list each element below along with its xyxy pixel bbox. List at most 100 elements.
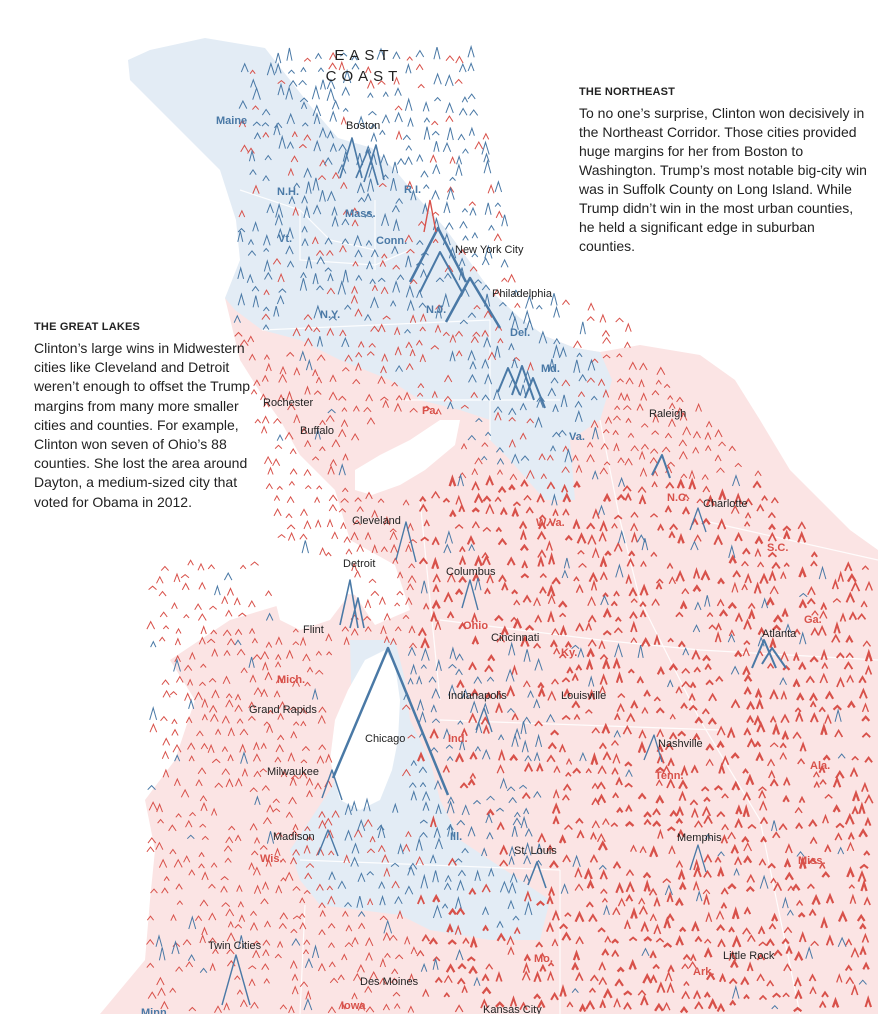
rep-spike — [326, 518, 334, 528]
rep-spike — [259, 768, 268, 773]
rep-spike — [773, 881, 783, 892]
dem-spike — [553, 305, 560, 318]
rep-spike — [586, 879, 595, 889]
dem-spike — [238, 935, 245, 948]
rep-spike — [793, 1006, 803, 1013]
rep-spike — [272, 808, 281, 813]
rep-spike — [598, 531, 607, 542]
rep-spike — [566, 1001, 574, 1008]
rep-spike — [649, 913, 657, 922]
rep-spike — [299, 921, 307, 930]
rep-spike — [587, 688, 596, 701]
rep-spike — [793, 976, 802, 987]
rep-spike — [496, 932, 506, 942]
rep-spike — [260, 688, 268, 698]
rep-spike — [599, 685, 606, 694]
rep-spike — [669, 809, 678, 817]
dem-spike — [420, 664, 427, 669]
dem-spike — [534, 657, 543, 671]
rep-spike — [792, 731, 802, 739]
rep-spike — [798, 598, 808, 609]
rep-spike — [394, 402, 402, 412]
rep-spike — [653, 633, 661, 646]
rep-spike — [655, 707, 665, 714]
rep-spike — [222, 675, 231, 685]
dem-spike — [214, 584, 221, 596]
dem-spike — [482, 906, 489, 915]
dem-spike — [173, 658, 181, 672]
rep-spike — [431, 490, 441, 499]
rep-spike — [367, 897, 374, 906]
rep-spike — [338, 60, 345, 71]
rep-spike — [276, 485, 283, 490]
rep-spike — [656, 981, 666, 993]
rep-spike — [469, 265, 478, 272]
rep-spike — [639, 600, 647, 607]
dem-spike — [338, 143, 347, 152]
rep-spike — [746, 934, 756, 942]
dem-spike — [483, 152, 490, 163]
clinton-margin-spikes — [147, 44, 867, 1011]
rep-spike — [760, 835, 768, 843]
rep-spike — [467, 778, 476, 786]
dem-spike — [636, 534, 646, 543]
rep-spike — [743, 855, 753, 864]
dem-spike — [149, 705, 158, 721]
rep-spike — [277, 712, 284, 720]
rep-spike — [655, 766, 665, 773]
dem-spike — [498, 734, 505, 741]
rep-spike — [252, 866, 261, 876]
rep-spike — [471, 507, 480, 513]
dem-spike — [473, 976, 481, 986]
rep-spike — [327, 922, 336, 929]
rep-spike — [508, 483, 516, 491]
rep-spike — [576, 532, 587, 544]
rep-spike — [499, 859, 509, 867]
rep-spike — [497, 537, 508, 546]
rep-spike — [315, 650, 322, 656]
rep-spike — [206, 638, 216, 644]
rep-spike — [435, 408, 442, 415]
rep-spike — [432, 238, 439, 244]
city-label: Grand Rapids — [249, 704, 317, 716]
rep-spike — [480, 998, 489, 1009]
rep-spike — [160, 1000, 169, 1010]
rep-spike — [586, 453, 595, 463]
rep-spike — [589, 854, 599, 863]
rep-spike — [682, 493, 690, 500]
rep-spike — [691, 807, 699, 818]
rep-spike — [458, 621, 467, 630]
rep-spike — [443, 591, 454, 603]
dem-spike — [293, 182, 301, 188]
rep-spike — [208, 937, 217, 944]
dem-spike — [587, 358, 596, 371]
rep-spike — [864, 756, 873, 763]
rep-spike — [261, 374, 269, 382]
rep-spike — [383, 867, 391, 877]
rep-spike — [704, 938, 712, 944]
rep-spike — [485, 691, 493, 699]
rep-spike — [769, 742, 779, 748]
rep-spike — [820, 601, 828, 610]
rep-spike — [794, 707, 802, 713]
rep-spike — [416, 751, 426, 762]
rep-spike — [345, 924, 353, 932]
dem-spike — [536, 843, 543, 855]
dem-spike — [299, 97, 309, 103]
dem-spike — [488, 224, 495, 231]
rep-spike — [377, 323, 386, 333]
rep-spike — [681, 506, 690, 515]
rep-spike — [328, 391, 338, 401]
rep-spike — [302, 653, 311, 662]
dem-spike — [422, 790, 431, 801]
dem-spike — [483, 336, 491, 348]
rep-spike — [365, 951, 373, 961]
rep-spike — [731, 906, 740, 920]
rep-spike — [679, 926, 687, 933]
rep-spike — [470, 688, 479, 697]
rep-spike — [858, 675, 867, 684]
rep-spike — [650, 448, 659, 454]
dem-spike — [327, 272, 334, 282]
rep-spike — [681, 990, 691, 1000]
rep-spike — [610, 739, 619, 746]
